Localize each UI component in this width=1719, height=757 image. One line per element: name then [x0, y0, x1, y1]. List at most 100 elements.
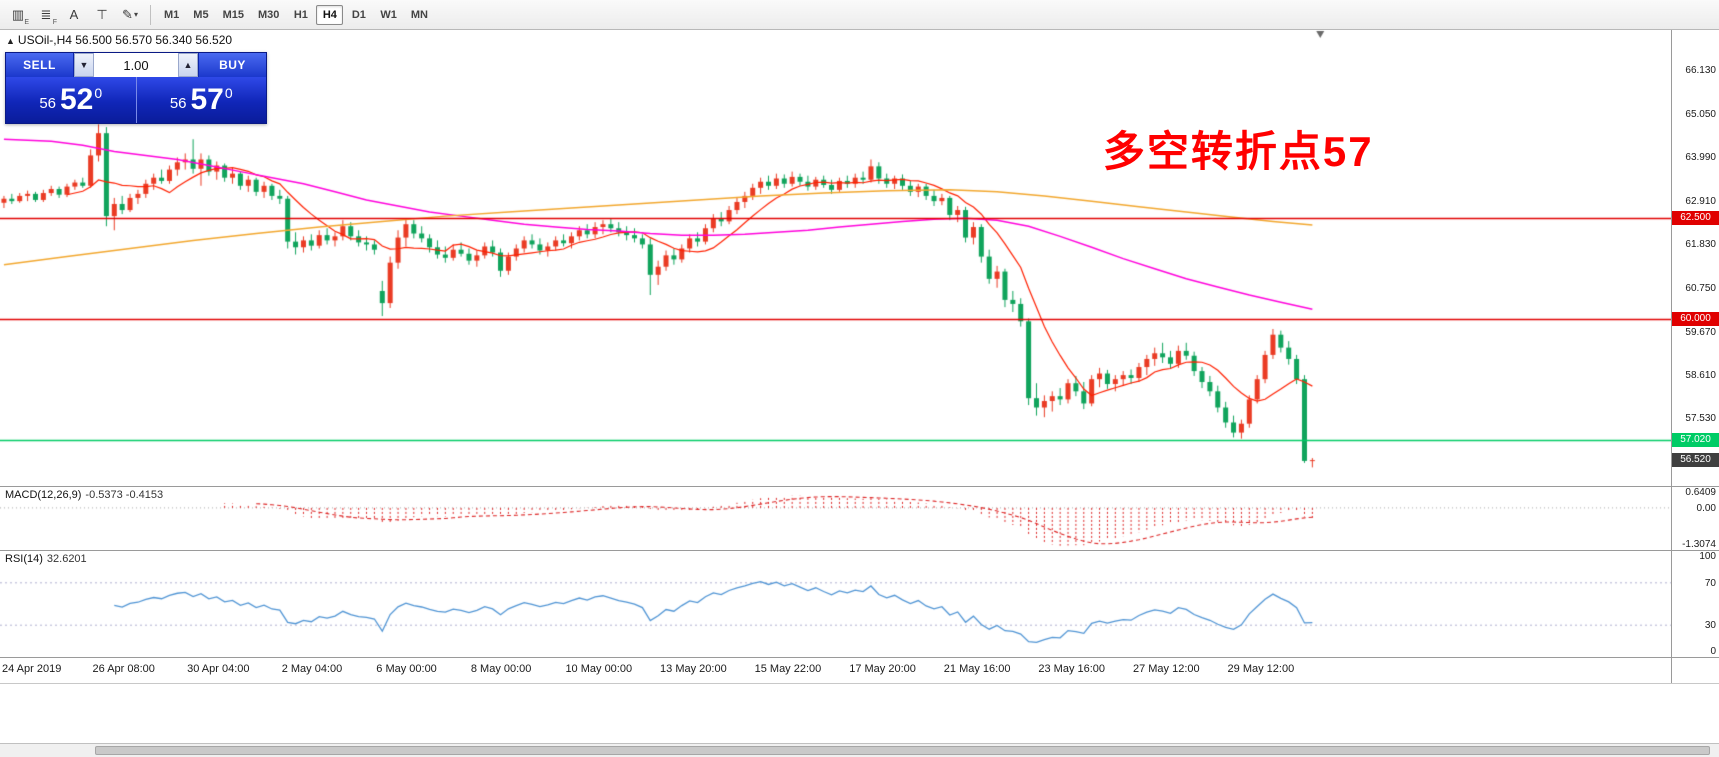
chart-area: ▲ USOil-,H4 56.500 56.570 56.340 56.520 S…	[0, 30, 1719, 757]
rsi-chart[interactable]: RSI(14) 32.6201	[0, 551, 1671, 657]
horizontal-scrollbar[interactable]	[0, 743, 1719, 757]
timeframe-h4[interactable]: H4	[316, 4, 344, 25]
timeframe-group: M1 M5 M15 M30 H1 H4 D1 W1 MN	[157, 4, 435, 25]
bid-price-sup: 0	[94, 85, 103, 101]
time-label: 10 May 00:00	[565, 663, 633, 675]
object-list-icon[interactable]: ≣ F	[40, 6, 57, 26]
timeframe-m15[interactable]: M15	[222, 8, 244, 21]
time-axis[interactable]: 24 Apr 2019 26 Apr 08:00 30 Apr 04:00 2 May…	[0, 658, 1719, 684]
toolbar: ▥ E ≣ F A ⊤ ✎ ▾ M1 M5 M15 M30 H1 H4 D1 W1 MN	[0, 0, 1719, 30]
rsi-axis[interactable]: 100 70 30 0	[1671, 551, 1719, 657]
timeframe-d1[interactable]: D1	[351, 8, 366, 21]
time-label: 24 Apr 2019	[2, 663, 62, 675]
volume-stepper-up[interactable]: ▲	[178, 53, 198, 77]
macd-tick--1.3074: -1.3074	[1682, 539, 1716, 550]
draw-tools-icon[interactable]: ✎ ▾	[122, 6, 138, 22]
annotation-text[interactable]: 多空转折点57	[1102, 128, 1374, 175]
rsi-pane: RSI(14) 32.6201 100 70 30 0	[0, 551, 1719, 658]
time-label: 6 May 00:00	[376, 663, 437, 675]
price-chart[interactable]: ▲ USOil-,H4 56.500 56.570 56.340 56.520 S…	[0, 30, 1671, 486]
toolbar-separator	[150, 4, 151, 25]
ask-price[interactable]: 56 57 0	[137, 77, 267, 123]
price-chart-canvas[interactable]	[0, 30, 1671, 486]
sell-button[interactable]: SELL	[6, 53, 74, 77]
timeframe-w1[interactable]: W1	[380, 8, 397, 21]
volume-input[interactable]: 1.00	[94, 53, 178, 77]
symbol-ohlc-header: ▲ USOil-,H4 56.500 56.570 56.340 56.520	[6, 33, 232, 47]
macd-axis[interactable]: 0.6409 0.00 -1.3074	[1671, 487, 1719, 550]
time-axis-corner	[1671, 658, 1719, 683]
rsi-value: 32.6201	[46, 553, 87, 565]
rsi-tick-70: 70	[1704, 577, 1716, 589]
rsi-label: RSI(14) 32.6201	[5, 553, 87, 565]
symbol-ohlc-text: USOil-,H4 56.500 56.570 56.340 56.520	[17, 33, 233, 47]
ask-price-head: 56	[169, 94, 187, 112]
current-price-label: 56.520	[1672, 453, 1719, 468]
macd-pane: MACD(12,26,9) -0.5373 -0.4153 0.6409 0.00 -…	[0, 487, 1719, 551]
time-label: 21 May 16:00	[943, 663, 1011, 675]
price-tick-60.750: 60.750	[1685, 282, 1716, 294]
level-label-60.000: 60.000	[1672, 312, 1719, 327]
time-label: 26 Apr 08:00	[92, 663, 155, 675]
time-label: 17 May 20:00	[849, 663, 916, 675]
time-axis-labels: 24 Apr 2019 26 Apr 08:00 30 Apr 04:00 2 May…	[0, 658, 1671, 683]
timeframe-h1[interactable]: H1	[293, 8, 308, 21]
time-label: 30 Apr 04:00	[187, 663, 250, 675]
time-label: 15 May 22:00	[754, 663, 822, 675]
quote-divider	[135, 77, 137, 123]
price-tick-59.670: 59.670	[1685, 326, 1716, 338]
timeframe-mn[interactable]: MN	[410, 8, 428, 21]
rsi-canvas[interactable]	[0, 551, 1671, 657]
macd-label: MACD(12,26,9) -0.5373 -0.4153	[5, 489, 163, 501]
ask-price-big: 57	[190, 83, 224, 116]
volume-stepper-down[interactable]: ▼	[74, 53, 94, 77]
rsi-tick-0: 0	[1710, 646, 1716, 657]
timeframe-m1[interactable]: M1	[164, 8, 180, 21]
trade-panel-controls: SELL ▼ 1.00 ▲ BUY	[6, 53, 266, 77]
chevron-down-icon: ▼	[79, 60, 89, 70]
macd-canvas[interactable]	[0, 487, 1671, 550]
timeframe-m30[interactable]: M30	[257, 8, 280, 21]
time-label: 2 May 04:00	[281, 663, 343, 675]
trade-panel-quotes: 56 52 0 56 57 0	[6, 77, 266, 123]
rsi-tick-100: 100	[1699, 551, 1716, 562]
rsi-name: RSI(14)	[5, 553, 43, 565]
macd-tick-0.6409: 0.6409	[1685, 487, 1716, 498]
price-tick-62.910: 62.910	[1685, 195, 1716, 207]
price-tick-65.050: 65.050	[1685, 108, 1716, 120]
rsi-tick-30: 30	[1704, 620, 1716, 632]
text-annotation-icon[interactable]: A	[69, 7, 79, 22]
text-box-icon[interactable]: ⊤	[96, 6, 108, 22]
price-tick-57.530: 57.530	[1685, 413, 1716, 425]
time-label: 27 May 12:00	[1132, 663, 1200, 675]
bottom-blank-strip	[0, 684, 1719, 743]
macd-name: MACD(12,26,9)	[5, 489, 82, 501]
macd-chart[interactable]: MACD(12,26,9) -0.5373 -0.4153	[0, 487, 1671, 550]
bid-price-big: 52	[60, 83, 94, 116]
macd-values: -0.5373 -0.4153	[85, 489, 164, 501]
price-tick-66.130: 66.130	[1685, 65, 1716, 77]
chart-mode-icon[interactable]: ▥ E	[11, 6, 29, 26]
bid-price-head: 56	[39, 94, 56, 112]
macd-tick-0.00: 0.00	[1696, 502, 1716, 514]
chevron-up-icon: ▲	[183, 60, 193, 70]
one-click-trading-panel: SELL ▼ 1.00 ▲ BUY 56 52 0 56 57 0	[5, 52, 267, 124]
ask-price-sup: 0	[224, 85, 233, 101]
price-tick-58.610: 58.610	[1685, 369, 1716, 381]
price-tick-61.830: 61.830	[1685, 239, 1716, 251]
toolbar-icon-group: ▥ E ≣ F A ⊤ ✎ ▾	[4, 4, 144, 26]
level-label-62.500: 62.500	[1672, 211, 1719, 226]
bid-price[interactable]: 56 52 0	[6, 77, 136, 123]
timeframe-m5[interactable]: M5	[193, 8, 209, 21]
time-label: 23 May 16:00	[1038, 663, 1106, 675]
time-label: 13 May 20:00	[660, 663, 727, 675]
price-axis[interactable]: 66.130 65.050 63.990 62.910 61.830 60.750 59.6…	[1671, 30, 1719, 486]
time-label: 29 May 12:00	[1227, 663, 1295, 675]
time-label: 8 May 00:00	[470, 663, 532, 675]
price-tick-63.990: 63.990	[1685, 151, 1716, 163]
scrollbar-thumb[interactable]	[94, 746, 1711, 755]
buy-button[interactable]: BUY	[198, 53, 266, 77]
expand-icon[interactable]: ▲	[6, 36, 15, 46]
price-pane: ▲ USOil-,H4 56.500 56.570 56.340 56.520 S…	[0, 30, 1719, 487]
